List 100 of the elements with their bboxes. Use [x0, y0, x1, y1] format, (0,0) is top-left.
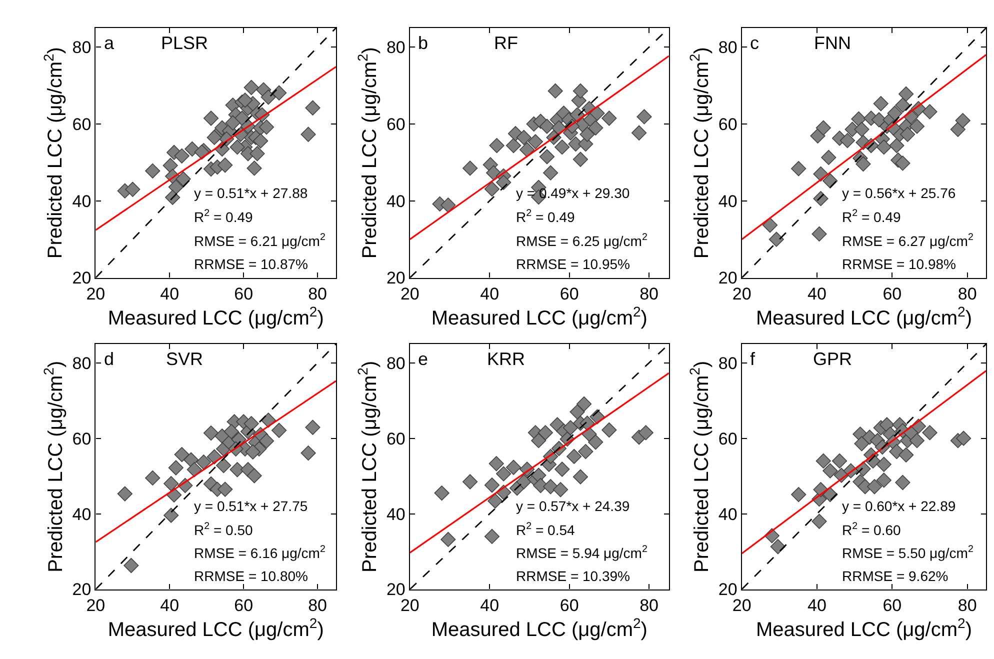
- annotation: d: [104, 349, 114, 369]
- point: [895, 98, 910, 113]
- annotation: R$^{2}$ = 0.60: [842, 521, 901, 538]
- point: [832, 453, 848, 469]
- point: [272, 422, 287, 438]
- point: [602, 422, 617, 438]
- x-tick-label: 40: [160, 284, 180, 304]
- point: [768, 232, 784, 247]
- annotation: RMSE = 5.50 μg/cm$^{2}$: [842, 544, 974, 561]
- x-tick-label: 40: [480, 284, 500, 304]
- point: [520, 142, 535, 158]
- point: [812, 226, 827, 242]
- y-tick-label: 60: [386, 429, 406, 448]
- point: [572, 469, 588, 484]
- point: [496, 174, 512, 190]
- point: [225, 115, 240, 130]
- point: [260, 90, 276, 105]
- point: [588, 434, 604, 450]
- point: [539, 118, 555, 134]
- point: [174, 148, 190, 164]
- point: [909, 118, 925, 134]
- y-tick-label: 80: [718, 354, 738, 373]
- annotation: R$^{2}$ = 0.50: [194, 521, 253, 538]
- x-tick-label: 60: [560, 284, 579, 304]
- point: [206, 449, 222, 464]
- annotation: R$^{2}$ = 0.49: [842, 208, 901, 225]
- point: [887, 106, 902, 121]
- point: [856, 156, 871, 172]
- point: [250, 146, 265, 162]
- point: [516, 130, 532, 146]
- annotation: y = 0.57*x + 24.39: [516, 498, 630, 514]
- point: [176, 171, 191, 187]
- y-tick-label: 40: [72, 504, 92, 524]
- point: [203, 425, 219, 441]
- point: [762, 218, 778, 233]
- point: [244, 80, 259, 96]
- point: [602, 110, 617, 126]
- point: [258, 120, 274, 135]
- annotation: RMSE = 6.27 μg/cm$^{2}$: [842, 232, 974, 249]
- point: [506, 460, 522, 475]
- point: [272, 85, 287, 100]
- point: [572, 152, 588, 167]
- point: [554, 462, 570, 477]
- point: [434, 486, 450, 501]
- point: [305, 420, 320, 435]
- point: [791, 487, 806, 502]
- point: [305, 100, 320, 116]
- point: [168, 179, 184, 195]
- point: [218, 158, 233, 173]
- x-tick-label: 80: [640, 284, 658, 304]
- y-tick-label: 80: [72, 38, 92, 58]
- chart-title: RF: [494, 33, 518, 53]
- annotation: RRMSE = 10.95%: [516, 256, 630, 272]
- point: [506, 138, 522, 154]
- x-tick-label: 60: [234, 284, 254, 304]
- point: [810, 128, 826, 144]
- point: [196, 454, 212, 470]
- y-tick-label: 60: [718, 114, 738, 134]
- point: [636, 109, 652, 124]
- annotation: a: [104, 33, 115, 53]
- point: [253, 133, 268, 148]
- point: [590, 106, 605, 121]
- point: [770, 539, 786, 554]
- point: [300, 126, 316, 142]
- point: [462, 160, 478, 176]
- point: [258, 433, 274, 449]
- point: [554, 140, 570, 155]
- point: [484, 478, 500, 493]
- x-tick-label: 40: [808, 596, 826, 615]
- x-axis-title: Measured LCC (μg/cm$^{2}$): [108, 614, 324, 642]
- annotation: y = 0.51*x + 27.75: [194, 498, 308, 514]
- annotation: y = 0.60*x + 22.89: [842, 498, 956, 514]
- point: [816, 453, 831, 469]
- point: [488, 456, 504, 472]
- x-tick-label: 80: [958, 284, 977, 304]
- point: [950, 122, 966, 137]
- point: [300, 445, 316, 461]
- y-tick-label: 40: [386, 192, 406, 211]
- point: [440, 198, 456, 213]
- point: [588, 120, 604, 136]
- point: [246, 160, 262, 176]
- x-axis-title: Measured LCC (μg/cm$^{2}$): [756, 614, 972, 642]
- x-axis-title: Measured LCC (μg/cm$^{2}$): [756, 303, 972, 330]
- x-tick-label: 60: [234, 596, 254, 615]
- point: [528, 134, 543, 150]
- point: [791, 161, 806, 176]
- point: [876, 456, 892, 472]
- point: [462, 474, 478, 490]
- point: [488, 493, 503, 509]
- point: [873, 96, 888, 112]
- x-tick-label: 40: [480, 596, 500, 615]
- annotation: RRMSE = 10.98%: [842, 256, 956, 272]
- point: [876, 140, 892, 155]
- point: [812, 514, 827, 529]
- point: [552, 482, 568, 498]
- point: [922, 425, 938, 440]
- point: [164, 508, 179, 523]
- point: [638, 425, 654, 440]
- point: [145, 470, 160, 486]
- point: [632, 125, 647, 140]
